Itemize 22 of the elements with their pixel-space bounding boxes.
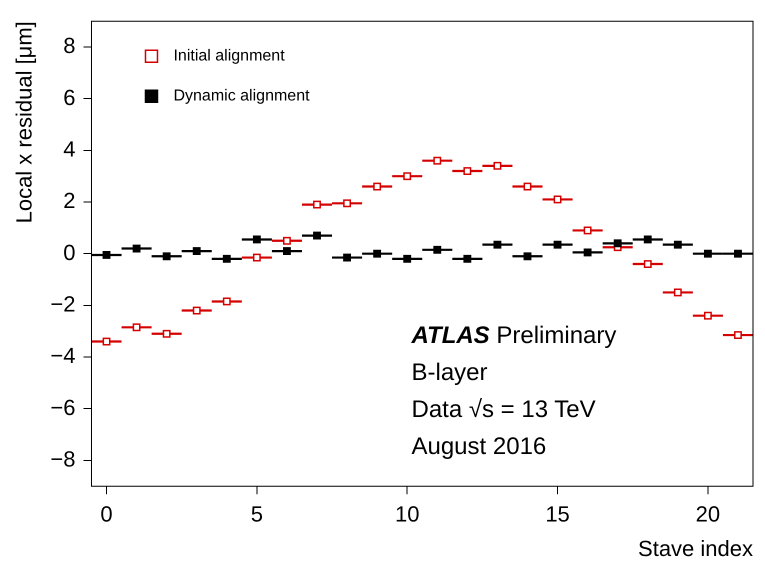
y-tick-label: 0 [63,240,76,265]
y-tick-label: −4 [50,343,76,368]
x-tick-label: 15 [545,501,570,526]
x-tick-label: 20 [696,501,720,526]
annotation: Data √s = 13 TeV [411,396,596,424]
legend-label: Dynamic alignment [173,88,310,105]
x-tick-label: 5 [250,501,263,526]
legend-label: Initial alignment [173,48,286,65]
x-tick-label: 0 [100,501,113,526]
x-axis-title: Stave index [638,536,753,561]
annotation: August 2016 [411,433,546,460]
y-tick-label: 6 [63,84,76,110]
annotation: B-layer [411,359,488,386]
y-tick-label: −2 [50,291,76,316]
y-tick-label: −6 [50,394,76,420]
y-tick-label: 8 [63,33,76,58]
annotation: ATLAS Preliminary [410,322,616,350]
y-tick-label: −8 [50,446,76,472]
y-tick-label: 2 [63,188,76,214]
y-tick-label: 4 [63,136,76,162]
x-tick-label: 10 [394,501,420,526]
y-axis-title: Local x residual [μm] [11,21,36,224]
